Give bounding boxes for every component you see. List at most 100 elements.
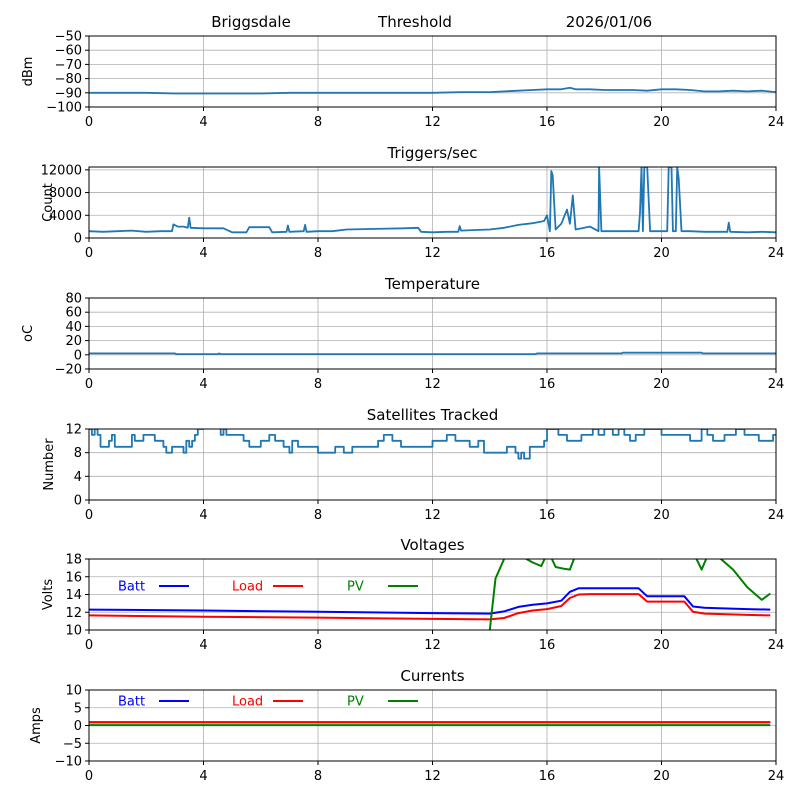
chart-title: Currents	[400, 667, 464, 685]
y-tick-label: −5	[63, 737, 82, 752]
x-tick-label: 12	[424, 638, 441, 653]
legend-label-load: Load	[232, 580, 263, 595]
legend-label-batt: Batt	[118, 695, 145, 710]
x-tick-label: 16	[539, 638, 556, 653]
y-tick-label: 4	[74, 470, 82, 485]
chart-currents: 0 4 8 12 16 20 24 −10 −5 0 5 10 Currents Amps Batt Load…	[29, 667, 784, 784]
y-tick-label: −50	[55, 30, 82, 45]
y-tick-label: 10	[65, 624, 82, 639]
x-tick-label: 24	[768, 508, 785, 523]
x-tick-label: 8	[314, 638, 322, 653]
x-tick-label: 20	[653, 769, 670, 784]
series-line-temperature	[89, 351, 776, 356]
y-tick-label: −100	[46, 101, 82, 116]
x-tick-label: 8	[314, 508, 322, 523]
x-tick-label: 0	[85, 508, 93, 523]
series-line-pv	[488, 559, 771, 630]
station-name: Briggsdale	[211, 13, 291, 31]
x-tick-label: 8	[314, 377, 322, 392]
y-axis-label: Count	[41, 183, 56, 222]
x-tick-label: 4	[199, 377, 207, 392]
chart-triggers: 0 4 8 12 16 20 24 0 4000 8000 12000 Triggers/sec Cou…	[41, 144, 785, 261]
x-tick-label: 4	[199, 115, 207, 130]
x-tick-label: 12	[424, 508, 441, 523]
x-tick-label: 8	[314, 115, 322, 130]
y-tick-label: −80	[55, 72, 82, 87]
x-tick-label: 8	[314, 246, 322, 261]
x-tick-label: 0	[85, 769, 93, 784]
x-tick-label: 16	[539, 115, 556, 130]
legend-label-pv: PV	[347, 580, 364, 595]
y-tick-label: 12	[65, 606, 82, 621]
y-tick-label: −20	[55, 363, 82, 378]
x-tick-label: 4	[199, 508, 207, 523]
x-tick-label: 0	[85, 638, 93, 653]
y-axis-label: Number	[42, 438, 57, 491]
x-tick-label: 4	[199, 769, 207, 784]
x-tick-label: 20	[653, 508, 670, 523]
chart-title: Temperature	[384, 275, 480, 293]
y-tick-label: −90	[55, 86, 82, 101]
y-tick-label: −10	[55, 755, 82, 770]
y-tick-label: 20	[65, 334, 82, 349]
x-tick-label: 20	[653, 115, 670, 130]
x-tick-label: 24	[768, 377, 785, 392]
chart-satellites: 0 4 8 12 16 20 24 0 4 8 12 Satellites Tracked Number	[42, 406, 784, 523]
x-tick-label: 16	[539, 246, 556, 261]
y-tick-label: −60	[55, 44, 82, 59]
x-tick-label: 16	[539, 377, 556, 392]
series-line-batt	[89, 587, 771, 615]
x-tick-label: 0	[85, 115, 93, 130]
x-tick-label: 24	[768, 769, 785, 784]
y-tick-label: 14	[65, 588, 82, 603]
y-tick-label: 0	[74, 494, 82, 509]
y-tick-label: 8	[74, 446, 82, 461]
series-line-signal	[89, 86, 776, 95]
x-tick-label: 8	[314, 769, 322, 784]
y-tick-label: 12	[65, 423, 82, 438]
trigger-mode: Threshold	[377, 13, 452, 31]
legend-label-pv: PV	[347, 695, 364, 710]
y-tick-label: 40	[65, 320, 82, 335]
series-line-load	[89, 593, 771, 621]
x-tick-label: 20	[653, 246, 670, 261]
y-tick-label: 12000	[41, 163, 82, 178]
y-tick-label: 0	[74, 719, 82, 734]
y-tick-label: 0	[74, 232, 82, 247]
y-tick-label: 18	[65, 553, 82, 568]
legend-label-load: Load	[232, 695, 263, 710]
y-tick-label: 60	[65, 306, 82, 321]
x-tick-label: 4	[199, 638, 207, 653]
y-axis-label: Amps	[29, 707, 44, 744]
y-tick-label: −70	[55, 58, 82, 73]
y-axis-label: oC	[21, 325, 36, 342]
chart-title: Voltages	[400, 536, 464, 554]
series-line-satellites	[89, 429, 776, 460]
y-tick-label: 5	[74, 701, 82, 716]
y-tick-label: 8000	[49, 186, 82, 201]
x-tick-label: 20	[653, 638, 670, 653]
series-line-triggers	[89, 167, 776, 234]
x-tick-label: 16	[539, 508, 556, 523]
x-tick-label: 20	[653, 377, 670, 392]
x-tick-label: 12	[424, 115, 441, 130]
x-tick-label: 24	[768, 246, 785, 261]
chart-voltages: 0 4 8 12 16 20 24 10 12 14 16 18 Voltages Volts Batt Lo…	[41, 536, 784, 653]
x-tick-label: 12	[424, 377, 441, 392]
x-tick-label: 0	[85, 377, 93, 392]
y-tick-label: 0	[74, 348, 82, 363]
x-tick-label: 16	[539, 769, 556, 784]
chart-title: Satellites Tracked	[367, 406, 498, 424]
x-tick-label: 24	[768, 115, 785, 130]
y-axis-label: Volts	[41, 579, 56, 611]
legend-label-batt: Batt	[118, 580, 145, 595]
y-tick-label: 4000	[49, 209, 82, 224]
plot-date: 2026/01/06	[566, 13, 652, 31]
y-tick-label: 16	[65, 570, 82, 585]
x-tick-label: 24	[768, 638, 785, 653]
x-tick-label: 12	[424, 246, 441, 261]
